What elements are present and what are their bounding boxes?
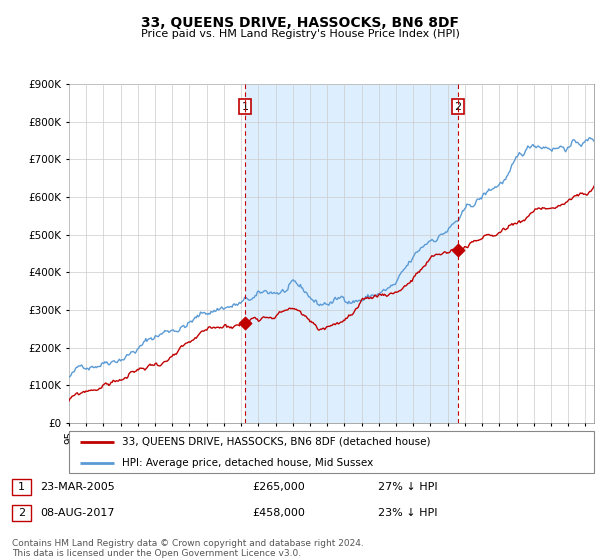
Text: 08-AUG-2017: 08-AUG-2017 (40, 508, 115, 518)
Text: Price paid vs. HM Land Registry's House Price Index (HPI): Price paid vs. HM Land Registry's House … (140, 29, 460, 39)
Text: 1: 1 (18, 482, 25, 492)
Bar (245, 84, 458, 423)
Text: 33, QUEENS DRIVE, HASSOCKS, BN6 8DF (detached house): 33, QUEENS DRIVE, HASSOCKS, BN6 8DF (det… (121, 437, 430, 447)
Text: 2: 2 (454, 101, 461, 111)
Text: 33, QUEENS DRIVE, HASSOCKS, BN6 8DF: 33, QUEENS DRIVE, HASSOCKS, BN6 8DF (141, 16, 459, 30)
Text: £265,000: £265,000 (252, 482, 305, 492)
Text: HPI: Average price, detached house, Mid Sussex: HPI: Average price, detached house, Mid … (121, 458, 373, 468)
Text: 1: 1 (241, 101, 248, 111)
Text: Contains HM Land Registry data © Crown copyright and database right 2024.
This d: Contains HM Land Registry data © Crown c… (12, 539, 364, 558)
Text: 23-MAR-2005: 23-MAR-2005 (40, 482, 115, 492)
Point (240, 319, 250, 328)
Text: £458,000: £458,000 (252, 508, 305, 518)
Text: 23% ↓ HPI: 23% ↓ HPI (378, 508, 437, 518)
Text: 27% ↓ HPI: 27% ↓ HPI (378, 482, 437, 492)
Point (453, 246, 463, 255)
Text: 2: 2 (18, 508, 25, 518)
